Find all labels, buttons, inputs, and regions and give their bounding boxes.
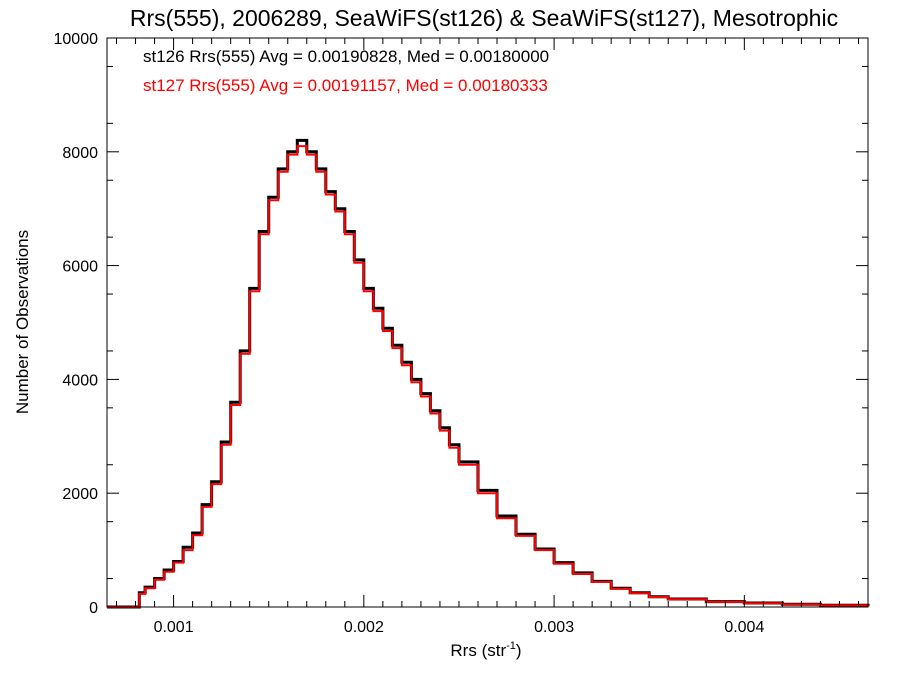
series-layer xyxy=(107,138,870,609)
y-tick-label: 2000 xyxy=(62,486,98,503)
plot-frame xyxy=(106,37,869,608)
chart-title: Rrs(555), 2006289, SeaWiFS(st126) & SeaW… xyxy=(130,5,838,31)
x-axis-label-close: ) xyxy=(516,641,522,660)
y-axis-label-group: Number of Observations xyxy=(13,230,32,414)
x-axis-label: Rrs (str-1) xyxy=(450,640,521,660)
y-axis-label: Number of Observations xyxy=(13,230,32,414)
x-tick-label: 0.001 xyxy=(154,619,194,636)
annotation-st126: st126 Rrs(555) Avg = 0.00190828, Med = 0… xyxy=(143,47,549,66)
axes-layer: 0.001 0.002 0.003 0.004 0 2000 4000 6000 8000 100… xyxy=(54,31,869,636)
y-tick-label: 10000 xyxy=(54,31,99,48)
x-axis-label-superscript: -1 xyxy=(506,640,516,652)
y-tick-label: 6000 xyxy=(62,259,98,276)
x-tick-label: 0.002 xyxy=(344,619,384,636)
x-tick-label: 0.003 xyxy=(534,619,574,636)
y-tick-label: 8000 xyxy=(62,145,98,162)
annotation-layer: st126 Rrs(555) Avg = 0.00190828, Med = 0… xyxy=(143,47,549,95)
y-tick-label: 0 xyxy=(89,600,98,617)
x-tick-label: 0.004 xyxy=(724,619,764,636)
series-line-st127 xyxy=(107,145,869,608)
annotation-st127: st127 Rrs(555) Avg = 0.00191157, Med = 0… xyxy=(143,76,548,95)
series-line-st126 xyxy=(107,138,870,609)
x-axis-label-main: Rrs (str xyxy=(450,641,506,660)
y-tick-label: 4000 xyxy=(62,372,98,389)
